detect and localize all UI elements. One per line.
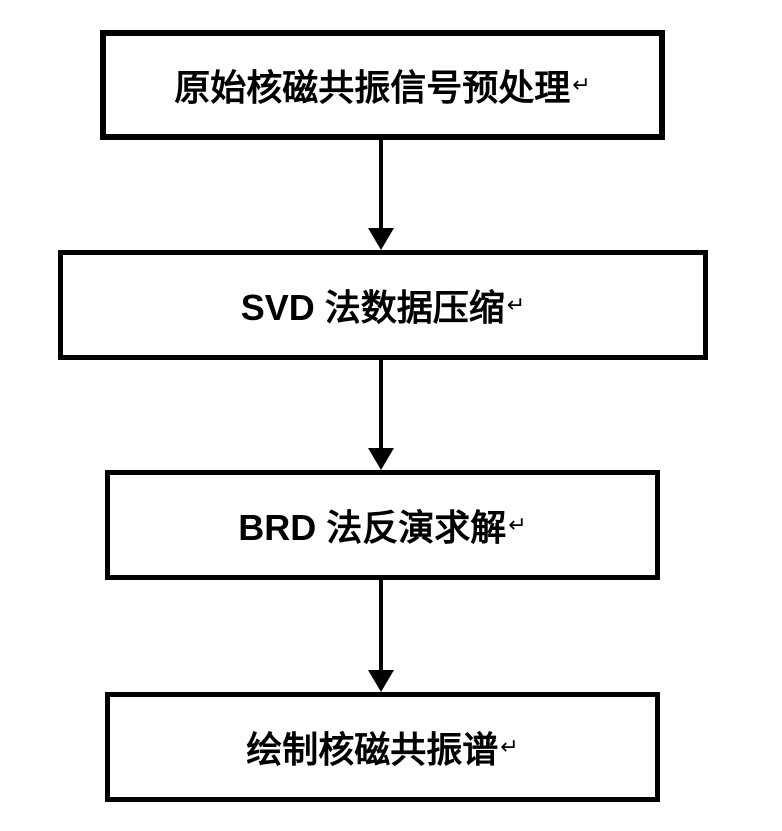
flow-arrow-2 [366, 360, 396, 472]
node-label-text: SVD 法数据压缩 [241, 279, 505, 331]
flow-node-n4: 绘制核磁共振谱↵ [105, 692, 660, 802]
flow-node-label: 原始核磁共振信号预处理↵ [174, 59, 590, 111]
node-label-text: BRD 法反演求解 [238, 499, 506, 551]
flow-arrow-1 [366, 140, 396, 252]
return-mark-icon: ↵ [500, 734, 518, 760]
return-mark-icon: ↵ [507, 292, 525, 318]
flow-node-label: 绘制核磁共振谱↵ [246, 721, 518, 773]
return-mark-icon: ↵ [572, 72, 590, 98]
flow-node-label: BRD 法反演求解↵ [238, 499, 526, 551]
flow-node-n1: 原始核磁共振信号预处理↵ [100, 30, 665, 140]
flow-node-n2: SVD 法数据压缩↵ [58, 250, 708, 360]
flow-node-n3: BRD 法反演求解↵ [105, 470, 660, 580]
node-label-text: 绘制核磁共振谱 [246, 721, 498, 773]
return-mark-icon: ↵ [508, 512, 526, 538]
flow-arrow-3 [366, 580, 396, 694]
flow-node-label: SVD 法数据压缩↵ [241, 279, 525, 331]
node-label-text: 原始核磁共振信号预处理 [174, 59, 570, 111]
